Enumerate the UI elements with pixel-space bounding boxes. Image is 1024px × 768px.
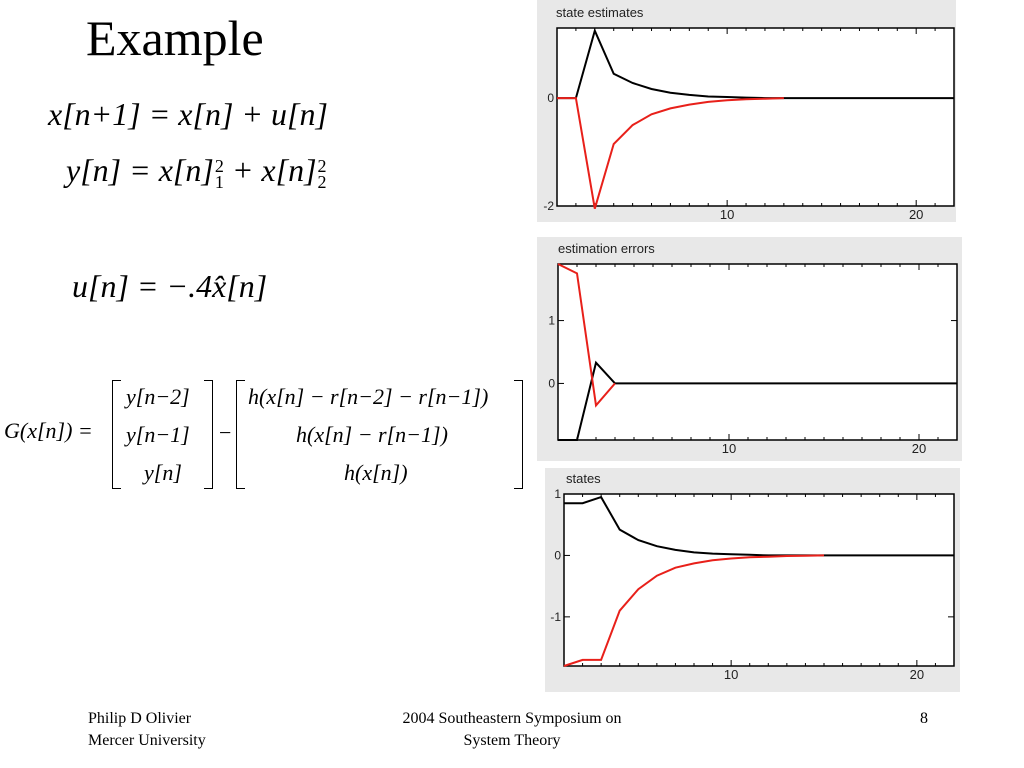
estimation-errors-title: estimation errors [558,241,655,256]
output-equation: y[n] = x[n] 2 1 + x[n] 2 2 [66,152,327,192]
output-eq-plus: + x[n] [223,152,317,188]
matrix1-left-bracket [112,380,121,489]
footer-conference-line1: 2004 Southeastern Symposium on [402,710,622,727]
matrix-minus: − [219,420,232,445]
footer-conference-line2: System Theory [463,732,561,749]
output-eq-sup1: 2 [214,155,224,176]
output-eq-sub2: 2 [317,171,327,192]
state-estimates-panel: state estimates 10 20 0 -2 [537,0,956,222]
x-tick-label: 20 [910,667,924,682]
footer-author-name: Philip D Olivier [88,710,192,727]
matrix1-row1: y[n−2] [126,384,190,409]
x-tick-label: 10 [724,667,738,682]
state-estimates-title: state estimates [556,5,644,20]
state-estimates-chart: 10 20 0 -2 [543,27,955,222]
series-line-black [557,27,954,100]
footer-conference: 2004 Southeastern Symposium on System Th… [362,708,662,752]
series-line-black [564,495,954,557]
matrix2-row2: h(x[n] − r[n−1]) [296,422,448,447]
output-eq-sub1: 1 [214,171,224,192]
plot-area [556,27,955,207]
plot-area [557,263,958,441]
plot-area [563,493,955,667]
matrix2-left-bracket [236,380,245,489]
control-law-equation: u[n] = −.4x̂[n] [72,268,268,304]
states-panel: states 10 20 1 0 -1 [545,468,960,692]
estimation-errors-panel: estimation errors 10 20 1 0 [537,237,962,461]
y-tick-label: -2 [543,199,554,213]
x-tick-label: 20 [909,207,923,222]
matrix2-right-bracket [514,380,523,489]
output-eq-main: y[n] = x[n] [66,152,214,188]
x-tick-label: 20 [912,441,926,456]
states-title: states [566,471,601,486]
series-line-red [563,554,825,667]
x-tick-label: 10 [720,207,734,222]
matrix1-row2: y[n−1] [126,422,190,447]
page-number: 8 [920,710,928,727]
output-eq-sup2: 2 [317,155,327,176]
state-equation: x[n+1] = x[n] + u[n] [48,96,328,132]
y-tick-label: 1 [548,314,555,328]
series-line-black [558,360,957,441]
y-tick-label: 1 [554,487,561,501]
y-tick-label: 0 [548,376,555,390]
footer-author: Philip D Olivier Mercer University [88,708,206,752]
series-line-red [557,263,616,408]
series-line-red [557,97,784,209]
g-lhs: G(x[n]) = [4,418,93,443]
y-tick-label: -1 [550,610,561,624]
y-tick-label: 0 [547,91,554,105]
slide-title: Example [86,10,264,66]
matrix2-row3: h(x[n]) [344,460,408,485]
matrix1-row3: y[n] [144,460,182,485]
x-tick-label: 10 [722,441,736,456]
matrix1-right-bracket [204,380,213,489]
matrix2-row1: h(x[n] − r[n−2] − r[n−1]) [248,384,489,409]
footer-author-affiliation: Mercer University [88,732,206,749]
y-tick-label: 0 [554,548,561,562]
